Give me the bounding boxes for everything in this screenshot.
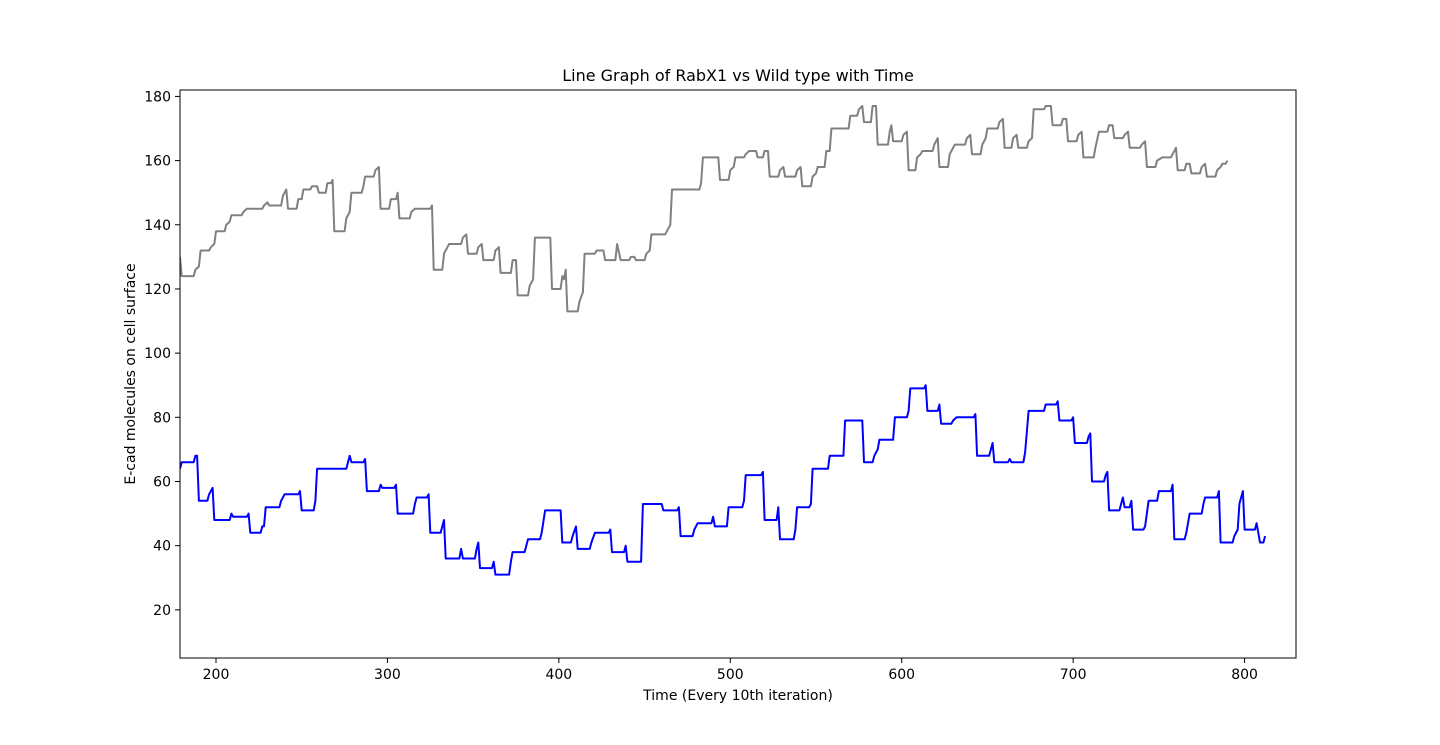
y-tick-label: 180 [144,89,171,105]
series-line-2 [180,384,1267,576]
x-tick-label: 200 [203,667,230,683]
series-layer [180,105,1267,576]
x-tick-label: 600 [888,667,915,683]
x-tick-label: 500 [717,667,744,683]
x-tick-label: 400 [545,667,572,683]
y-tick-label: 160 [144,154,171,170]
y-tick-label: 140 [144,218,171,234]
y-tick-label: 60 [153,475,171,491]
y-axis-label: E-cad molecules on cell surface [123,263,139,484]
series-line-1 [180,105,1229,313]
axes-layer: 200 300 400 500 600 700 800 20 40 60 80 100 120 140 16… [144,89,1297,683]
y-tick-label: 100 [144,346,171,362]
chart-title: Line Graph of RabX1 vs Wild type with Ti… [562,66,914,85]
y-tick-label: 20 [153,603,171,619]
plot-frame [179,89,1297,659]
y-tick-label: 40 [153,539,171,555]
x-tick-label: 300 [374,667,401,683]
x-tick-label: 700 [1060,667,1087,683]
y-tick-label: 120 [144,282,171,298]
x-axis-label: Time (Every 10th iteration) [642,688,833,704]
x-tick-label: 800 [1231,667,1258,683]
y-tick-label: 80 [153,410,171,426]
